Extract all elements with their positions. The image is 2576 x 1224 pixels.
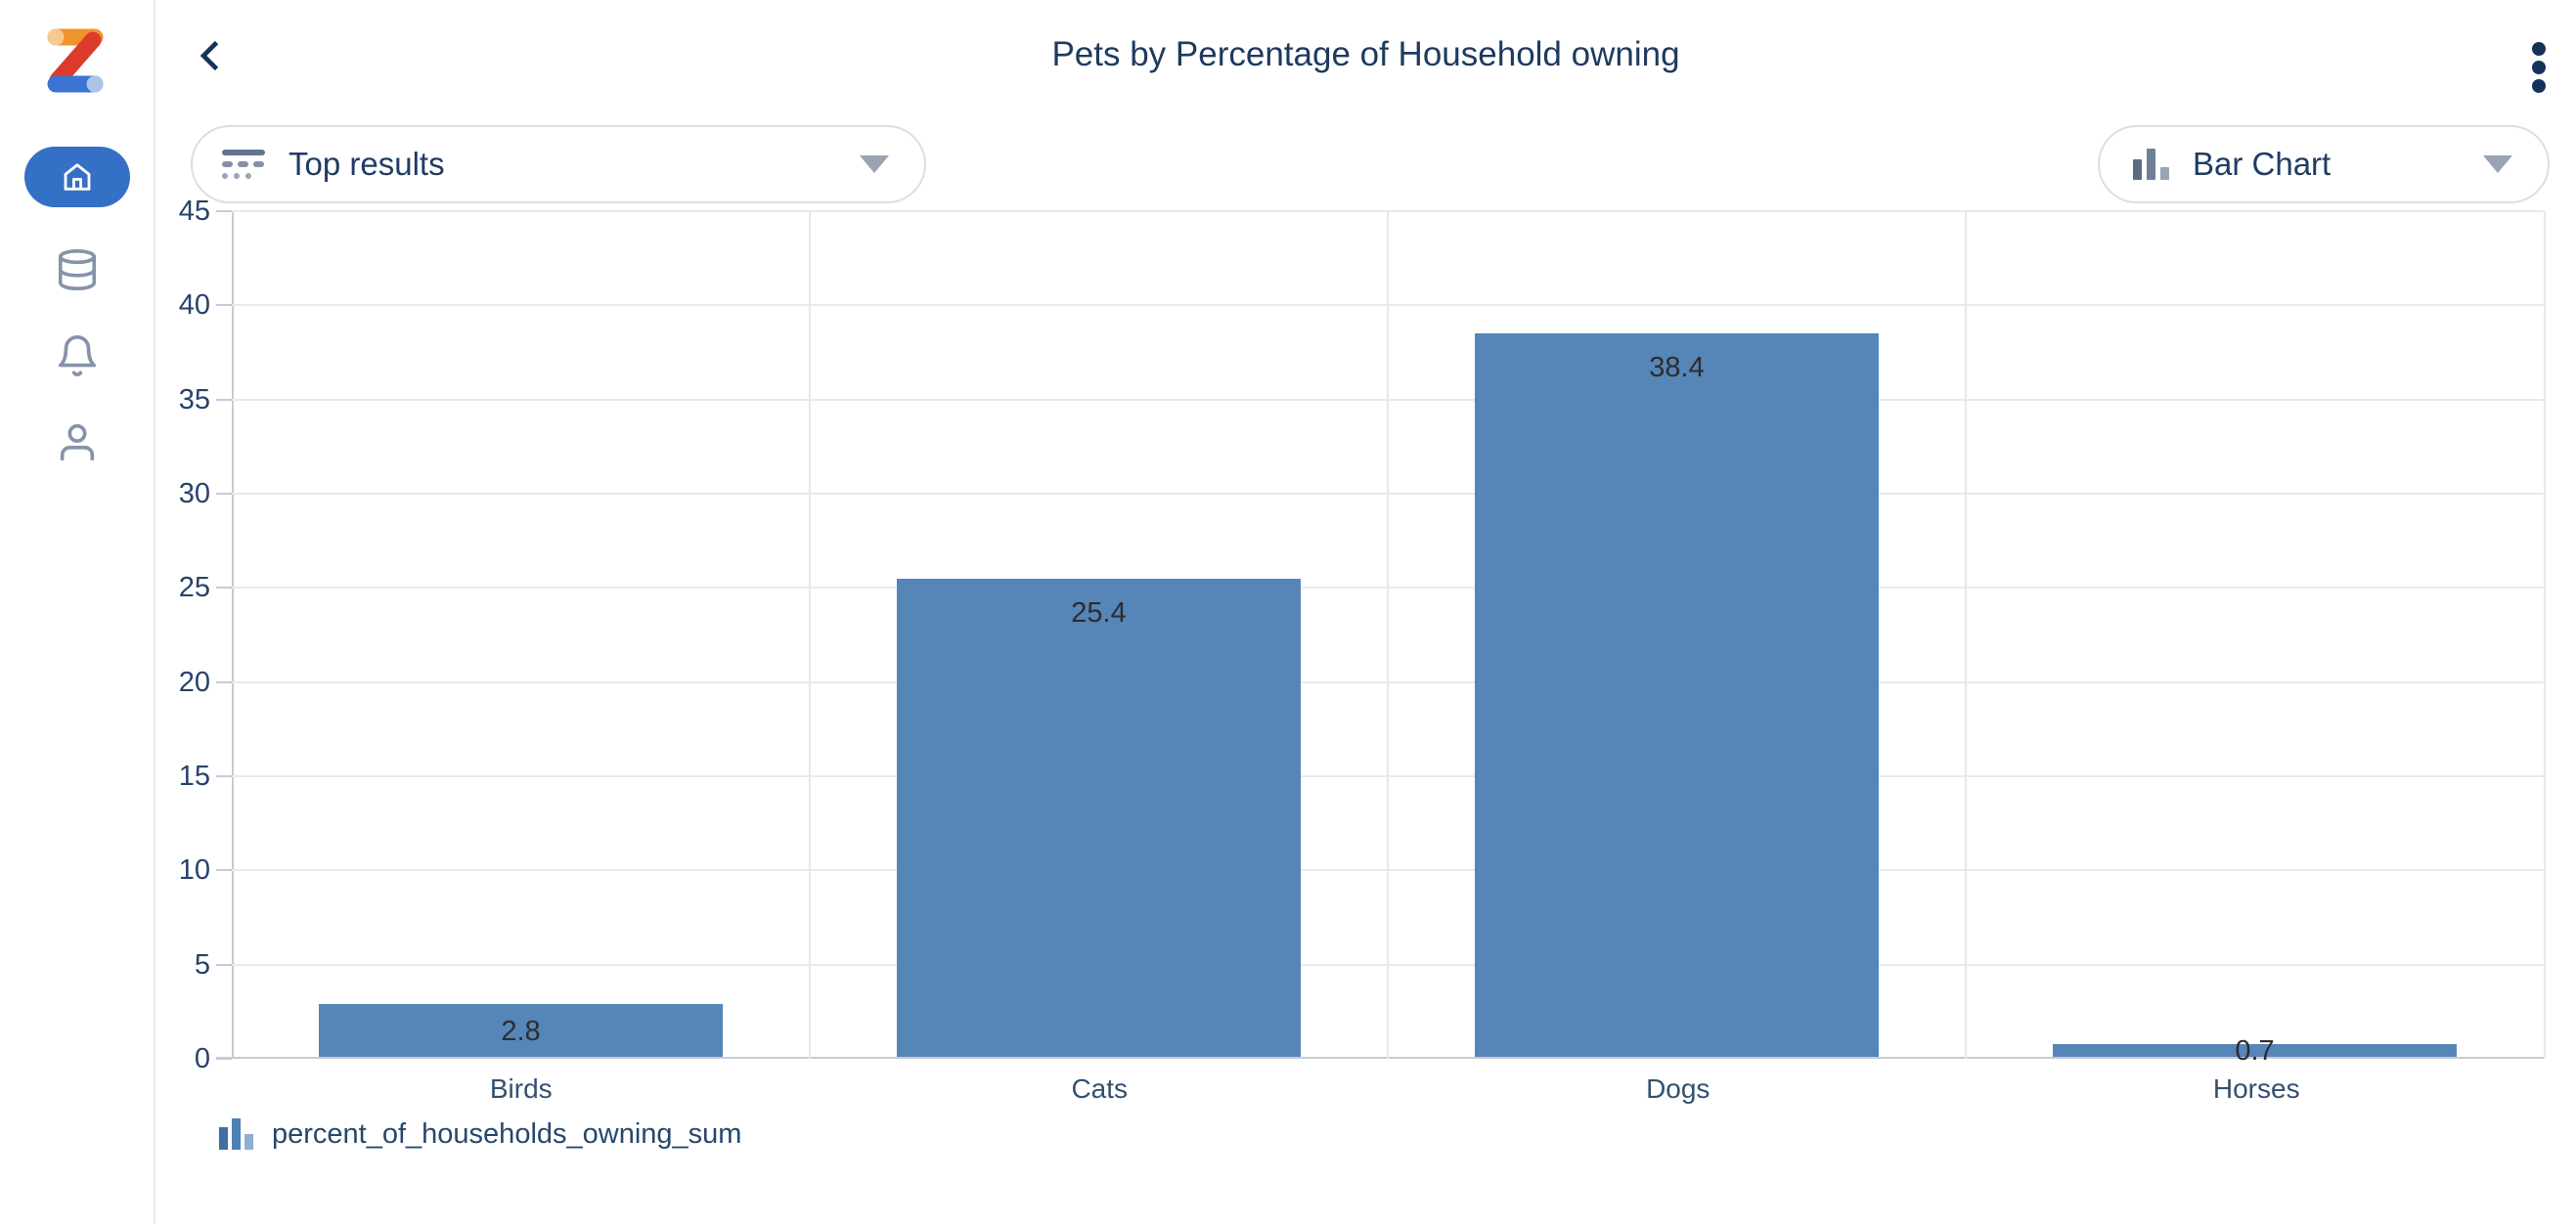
x-axis-line <box>216 1057 2544 1059</box>
chevron-left-icon <box>200 40 219 70</box>
y-tick-label: 25 <box>178 572 210 604</box>
category-separator <box>1387 211 1389 1059</box>
y-axis-line <box>232 211 234 1059</box>
chart-type-dropdown-label: Bar Chart <box>2193 146 2332 182</box>
database-icon <box>58 249 96 290</box>
y-tick-label: 0 <box>194 1043 210 1074</box>
home-icon <box>64 163 90 191</box>
y-tick-mark <box>216 775 232 778</box>
sidebar-item-home[interactable] <box>23 147 130 207</box>
results-dropdown-label: Top results <box>289 146 445 182</box>
more-options-button[interactable] <box>2517 29 2560 106</box>
caret-down-icon <box>860 155 889 173</box>
bell-icon <box>58 335 96 376</box>
person-icon <box>60 423 94 461</box>
bar-value-label: 2.8 <box>501 1016 541 1048</box>
category-separator <box>809 211 811 1059</box>
y-tick-mark <box>216 587 232 590</box>
x-category-label: Dogs <box>1646 1073 1710 1104</box>
caret-down-icon <box>2483 155 2512 173</box>
top-results-filter-icon <box>222 150 267 179</box>
bar-value-label: 38.4 <box>1649 352 1705 384</box>
x-category-label: Cats <box>1071 1073 1129 1104</box>
x-category-label: Birds <box>489 1073 553 1104</box>
y-tick-mark <box>216 398 232 401</box>
page-title: Pets by Percentage of Household owning <box>1051 35 1680 73</box>
y-tick-mark <box>216 680 232 683</box>
chart-type-dropdown[interactable]: Bar Chart <box>2098 125 2550 203</box>
y-tick-label: 40 <box>178 289 210 322</box>
results-dropdown[interactable]: Top results <box>191 125 926 203</box>
legend-label: percent_of_households_owning_sum <box>272 1117 742 1150</box>
bar-value-label: 0.7 <box>2235 1035 2275 1068</box>
bar-value-label: 25.4 <box>1071 596 1127 629</box>
legend-bar-icon <box>219 1118 253 1150</box>
y-tick-mark <box>216 210 232 212</box>
x-axis-labels: Birds Cats Dogs Horses <box>232 1073 2546 1105</box>
zing-logo-icon <box>47 28 104 93</box>
y-tick-label: 15 <box>178 761 210 793</box>
y-tick-label: 10 <box>178 854 210 887</box>
bar-cats[interactable] <box>896 578 1302 1057</box>
bar-dogs[interactable] <box>1474 333 1880 1057</box>
legend: percent_of_households_owning_sum <box>219 1116 741 1152</box>
y-tick-mark <box>216 1058 232 1060</box>
zing-logo <box>43 25 108 101</box>
y-tick-label: 5 <box>194 948 210 981</box>
y-tick-mark <box>216 304 232 307</box>
x-category-label: Horses <box>2212 1073 2300 1104</box>
plot-area: 0 5 10 15 20 25 30 35 40 45 2.8 25.4 38.4 0.7 <box>179 196 2546 1074</box>
bar-chart-icon <box>2133 149 2169 180</box>
sidebar-item-profile[interactable] <box>50 415 105 469</box>
y-tick-label: 20 <box>178 666 210 698</box>
sidebar <box>0 0 155 1224</box>
y-tick-mark <box>216 493 232 496</box>
bar-birds[interactable] <box>318 1004 724 1057</box>
y-tick-label: 35 <box>178 383 210 415</box>
y-tick-mark <box>216 963 232 966</box>
category-separator <box>1965 211 1967 1059</box>
y-tick-label: 45 <box>178 196 210 227</box>
y-tick-mark <box>216 869 232 872</box>
back-button[interactable] <box>186 29 237 84</box>
bar-horses[interactable] <box>2052 1043 2458 1057</box>
sidebar-item-data[interactable] <box>50 242 105 297</box>
sidebar-item-notifications[interactable] <box>50 328 105 383</box>
y-tick-label: 30 <box>178 478 210 510</box>
